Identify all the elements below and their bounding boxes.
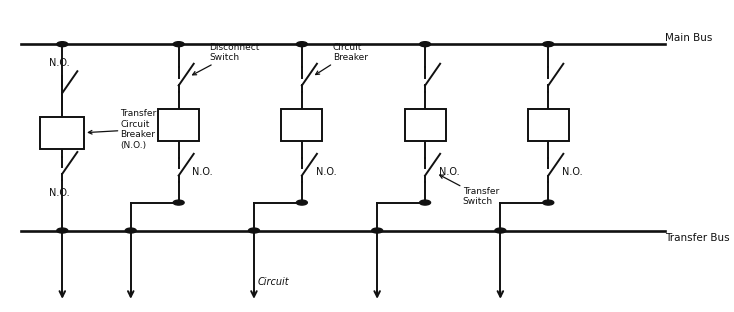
Text: N.O.: N.O. xyxy=(439,167,459,177)
Text: Circuit: Circuit xyxy=(258,277,289,287)
Text: N.O.: N.O. xyxy=(192,167,213,177)
Circle shape xyxy=(495,228,506,233)
Bar xyxy=(281,109,322,141)
Circle shape xyxy=(543,42,553,47)
Circle shape xyxy=(173,42,184,47)
Bar xyxy=(158,109,199,141)
Circle shape xyxy=(297,200,308,205)
Text: Main Bus: Main Bus xyxy=(665,33,713,43)
Text: N.O.: N.O. xyxy=(316,167,336,177)
Circle shape xyxy=(57,228,68,233)
Text: N.O.: N.O. xyxy=(562,167,583,177)
Text: N.O.: N.O. xyxy=(48,58,69,68)
Circle shape xyxy=(249,228,259,233)
Circle shape xyxy=(57,42,68,47)
Circle shape xyxy=(420,200,431,205)
Circle shape xyxy=(173,200,184,205)
Text: Transfer
Circuit
Breaker
(N.O.): Transfer Circuit Breaker (N.O.) xyxy=(88,110,157,150)
Text: Transfer
Switch: Transfer Switch xyxy=(440,175,499,207)
Text: Disconnect
Switch: Disconnect Switch xyxy=(192,43,260,75)
Circle shape xyxy=(126,228,137,233)
Text: Circuit
Breaker: Circuit Breaker xyxy=(316,43,368,75)
Bar xyxy=(404,109,446,141)
Bar xyxy=(528,109,569,141)
Circle shape xyxy=(543,200,553,205)
Bar xyxy=(40,117,84,149)
Text: Transfer Bus: Transfer Bus xyxy=(665,233,730,243)
Circle shape xyxy=(371,228,382,233)
Text: N.O.: N.O. xyxy=(48,188,69,198)
Circle shape xyxy=(420,42,431,47)
Circle shape xyxy=(297,42,308,47)
